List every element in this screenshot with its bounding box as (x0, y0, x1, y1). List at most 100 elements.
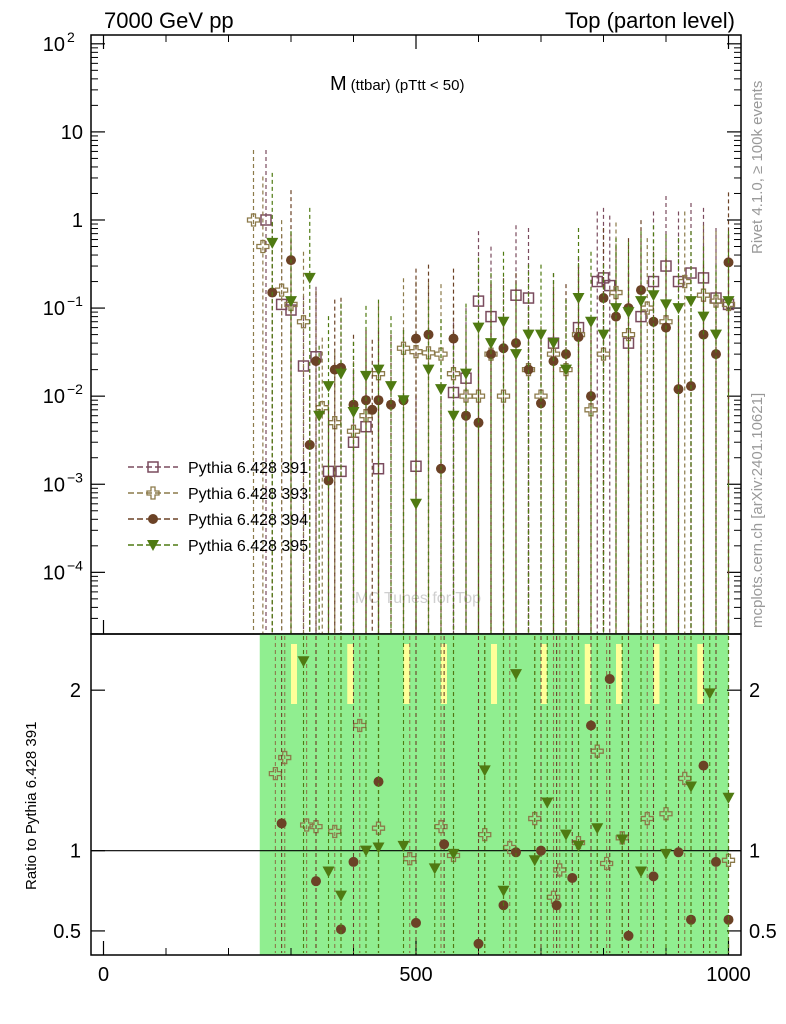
ratio-point-s395 (541, 797, 554, 809)
data-point-s393 (409, 345, 423, 359)
ratio-point-s394 (604, 673, 615, 684)
ratio-point-s394 (586, 720, 596, 731)
ratio-point-s393 (640, 811, 654, 826)
data-point-s395 (285, 296, 297, 308)
ratio-band-stripe (616, 644, 622, 704)
data-point-s393 (609, 285, 623, 300)
data-point-s393 (296, 315, 311, 329)
ratio-point-s395 (372, 842, 385, 854)
data-point-s393 (359, 409, 373, 423)
data-point-s394 (673, 384, 684, 395)
data-point-s394 (448, 333, 459, 344)
data-point-s393 (584, 403, 598, 417)
legend-label: Pythia 6.428 393 (188, 486, 308, 503)
ratio-point-s393 (278, 750, 292, 765)
header-left-label: 7000 GeV pp (104, 8, 234, 33)
ratio-point-s395 (685, 781, 697, 793)
data-point-s394 (648, 316, 659, 327)
ratio-y-tick-label: 0.5 (53, 921, 81, 943)
ratio-point-s395 (572, 840, 585, 852)
ratio-point-s395 (360, 845, 372, 857)
ratio-point-s394 (336, 924, 346, 935)
ratio-point-s394 (276, 818, 287, 829)
ratio-point-s395 (528, 855, 541, 867)
ratio-point-s393 (268, 766, 283, 781)
data-point-s394 (536, 398, 546, 409)
data-point-s395 (360, 370, 372, 382)
data-point-s395 (447, 410, 460, 422)
data-point-s395 (372, 364, 385, 376)
data-point-s395 (266, 237, 279, 249)
data-point-s395 (322, 381, 335, 393)
y-tick-exponent: −3 (67, 469, 83, 485)
data-point-s395 (313, 410, 326, 422)
ratio-point-s393 (721, 853, 736, 867)
data-point-s395 (710, 329, 722, 341)
y-tick-label: 10 (43, 474, 65, 496)
y-tick-exponent: −1 (67, 293, 83, 309)
ratio-band-stripe (697, 644, 704, 704)
ratio-point-s393 (434, 819, 448, 834)
data-point-s395 (335, 368, 347, 380)
data-point-s391 (260, 214, 272, 226)
data-point-s393 (256, 239, 270, 254)
ratio-point-s395 (616, 834, 629, 846)
y-tick-label: 10 (43, 298, 65, 320)
legend: Pythia 6.428 391 Pythia 6.428 393 Pythia 6… (128, 460, 308, 555)
data-point-s394 (711, 349, 721, 360)
data-point-s393 (621, 327, 636, 342)
legend-marker-s395 (147, 540, 159, 551)
ratio-ylabel: Ratio to Pythia 6.428 391 (23, 722, 40, 890)
ratio-point-s394 (698, 760, 709, 771)
data-point-s393 (434, 347, 448, 361)
ratio-band-stripe (291, 644, 297, 704)
data-point-s395 (622, 307, 635, 319)
ratio-point-s394 (711, 856, 721, 867)
ratio-point-s393 (659, 807, 673, 821)
data-point-s395 (585, 316, 597, 328)
data-point-s395 (485, 338, 497, 350)
mcplots-label: mcplots.cern.ch [arXiv:2401.10621] (749, 393, 766, 628)
ratio-point-s395 (447, 848, 460, 860)
ratio-band-stripe (541, 644, 547, 704)
data-point-s394 (311, 356, 321, 367)
data-point-s395 (660, 299, 672, 311)
data-point-s394 (498, 343, 509, 354)
ratio-point-s395 (660, 848, 672, 860)
ratio-point-s393 (553, 863, 567, 877)
ratio-point-s393 (299, 818, 314, 832)
legend-marker-s393 (146, 486, 160, 500)
ratio-point-s395 (591, 823, 604, 835)
data-point-s394 (486, 349, 496, 360)
ratio-point-s395 (478, 765, 491, 777)
ratio-point-s395 (560, 829, 572, 841)
ratio-point-s393 (309, 819, 323, 834)
data-point-s395 (497, 316, 510, 328)
y-tick-label: 10 (43, 386, 65, 408)
ratio-plot-panel: 2 2 1 1 0.5 0.5 0 500 1000 (53, 633, 777, 986)
ratio-point-s395 (335, 890, 347, 902)
data-point-s395 (435, 384, 447, 396)
data-point-s393 (709, 294, 723, 308)
data-point-s395 (697, 311, 710, 323)
data-point-s394 (473, 417, 484, 428)
data-point-s393 (496, 389, 511, 403)
data-point-s395 (422, 364, 435, 376)
ratio-point-s394 (439, 839, 450, 850)
data-point-s395 (685, 296, 697, 308)
y-tick-exponent: 2 (67, 29, 75, 45)
ratio-point-s395 (703, 688, 716, 700)
ratio-band-stripe (347, 644, 354, 704)
ratio-point-s394 (673, 847, 684, 858)
data-point-s395 (635, 296, 647, 308)
ratio-point-s395 (497, 885, 510, 897)
ratio-y-tick-label: 2 (70, 680, 81, 702)
data-point-s395 (647, 290, 660, 302)
data-point-s394 (367, 404, 378, 415)
data-point-s395 (722, 296, 735, 308)
data-point-s395 (597, 329, 610, 341)
ratio-band-stripe (584, 644, 591, 704)
watermark: MC Tunes for Top (355, 590, 481, 607)
data-point-s394 (586, 391, 596, 402)
ratio-band-stripe (653, 644, 660, 704)
